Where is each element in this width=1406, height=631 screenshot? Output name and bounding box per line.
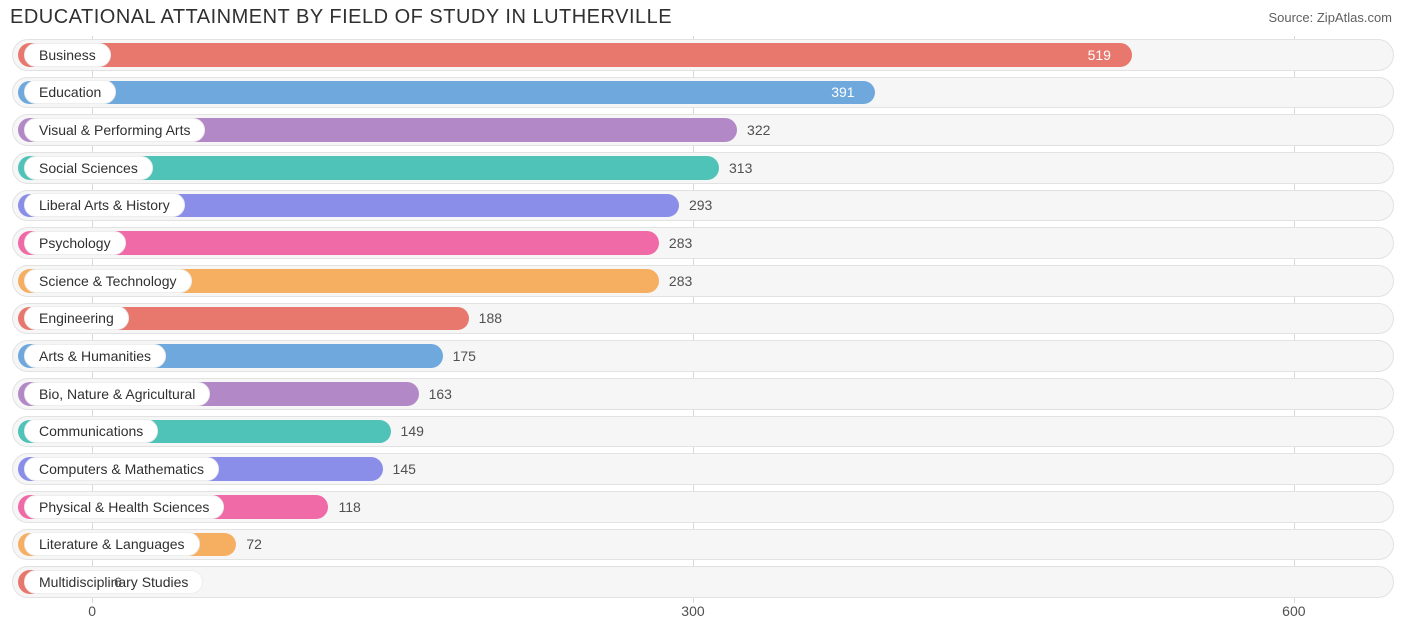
x-tick-label: 600 [1282,603,1305,619]
value-label: 322 [747,122,770,138]
chart-area: Business 519 Education 391 Visual & Performi… [12,36,1394,601]
category-label: Engineering [24,306,129,330]
value-label: 145 [393,461,416,477]
bar-row: Business 519 [12,36,1394,74]
value-label: 175 [453,348,476,364]
category-label: Computers & Mathematics [24,457,219,481]
bar-row: Multidisciplinary Studies6 [12,563,1394,601]
category-label: Communications [24,419,158,443]
value-label: 391 [831,84,854,100]
bar [18,43,1132,67]
category-label: Social Sciences [24,156,153,180]
bar-row: Bio, Nature & Agricultural 163 [12,375,1394,413]
category-label: Bio, Nature & Agricultural [24,382,210,406]
bar-row: Physical & Health Sciences 118 [12,488,1394,526]
category-label: Visual & Performing Arts [24,118,205,142]
category-label: Literature & Languages [24,532,200,556]
bar-row: Arts & Humanities 175 [12,337,1394,375]
x-tick-label: 300 [681,603,704,619]
bar-row: Literature & Languages 72 [12,526,1394,564]
bar [18,81,875,105]
category-label: Psychology [24,231,126,255]
bar-row: Education 391 [12,74,1394,112]
bar-row: Visual & Performing Arts 322 [12,111,1394,149]
bar-row: Science & Technology 283 [12,262,1394,300]
category-label: Business [24,43,111,67]
x-tick-label: 0 [88,603,96,619]
value-label: 283 [669,235,692,251]
category-label: Science & Technology [24,269,192,293]
chart-title: EDUCATIONAL ATTAINMENT BY FIELD OF STUDY… [10,6,672,29]
bar-row: Communications 149 [12,413,1394,451]
chart-source: Source: ZipAtlas.com [1268,10,1392,25]
value-label: 283 [669,273,692,289]
value-label: 149 [401,423,424,439]
value-label: 313 [729,160,752,176]
bar-row: Psychology 283 [12,224,1394,262]
value-label: 293 [689,197,712,213]
bar-track [12,566,1394,598]
bar-row: Engineering 188 [12,300,1394,338]
category-label: Physical & Health Sciences [24,495,224,519]
bar-row: Liberal Arts & History 293 [12,187,1394,225]
category-label: Arts & Humanities [24,344,166,368]
value-label: 188 [479,310,502,326]
bar-row: Computers & Mathematics 145 [12,450,1394,488]
bar-row: Social Sciences 313 [12,149,1394,187]
value-label: 519 [1088,47,1111,63]
value-label: 118 [338,499,360,515]
value-label: 72 [246,536,262,552]
x-axis: 0 300 600 [12,603,1394,623]
category-label: Liberal Arts & History [24,193,185,217]
category-label: Education [24,80,116,104]
value-label: 163 [429,386,452,402]
value-label: 6 [114,574,122,590]
